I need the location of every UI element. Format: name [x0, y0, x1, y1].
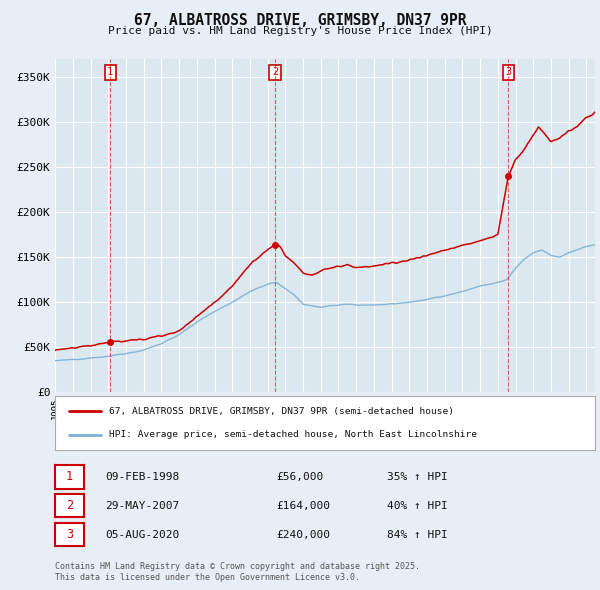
Text: 2: 2: [66, 499, 73, 512]
Text: £164,000: £164,000: [276, 501, 330, 510]
Text: £56,000: £56,000: [276, 472, 323, 481]
Text: 29-MAY-2007: 29-MAY-2007: [105, 501, 179, 510]
Text: £240,000: £240,000: [276, 530, 330, 539]
Text: 2: 2: [272, 67, 278, 77]
Text: 35% ↑ HPI: 35% ↑ HPI: [387, 472, 448, 481]
Text: 67, ALBATROSS DRIVE, GRIMSBY, DN37 9PR: 67, ALBATROSS DRIVE, GRIMSBY, DN37 9PR: [134, 13, 466, 28]
Text: 3: 3: [505, 67, 511, 77]
Text: 09-FEB-1998: 09-FEB-1998: [105, 472, 179, 481]
Text: 1: 1: [66, 470, 73, 483]
Text: 67, ALBATROSS DRIVE, GRIMSBY, DN37 9PR (semi-detached house): 67, ALBATROSS DRIVE, GRIMSBY, DN37 9PR (…: [109, 407, 454, 416]
Text: 3: 3: [66, 528, 73, 541]
Text: Contains HM Land Registry data © Crown copyright and database right 2025.: Contains HM Land Registry data © Crown c…: [55, 562, 420, 571]
Text: HPI: Average price, semi-detached house, North East Lincolnshire: HPI: Average price, semi-detached house,…: [109, 430, 477, 439]
Text: This data is licensed under the Open Government Licence v3.0.: This data is licensed under the Open Gov…: [55, 572, 360, 582]
Text: 84% ↑ HPI: 84% ↑ HPI: [387, 530, 448, 539]
Text: 40% ↑ HPI: 40% ↑ HPI: [387, 501, 448, 510]
Text: 05-AUG-2020: 05-AUG-2020: [105, 530, 179, 539]
Text: Price paid vs. HM Land Registry's House Price Index (HPI): Price paid vs. HM Land Registry's House …: [107, 26, 493, 36]
Text: 1: 1: [107, 67, 113, 77]
